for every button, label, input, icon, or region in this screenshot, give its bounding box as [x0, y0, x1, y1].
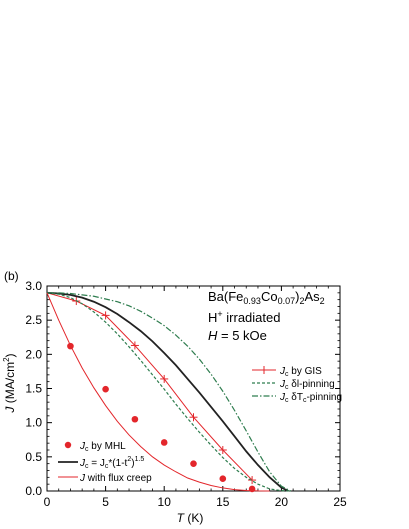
data-point-mhl	[160, 439, 168, 446]
legend-label-dtc: Jc δTc-pinning	[279, 392, 342, 404]
legend-bottom: Jc by MHL Jc = Jc*(1-t2)1.5 J with flux …	[58, 441, 152, 484]
series-line-gis	[46, 292, 253, 481]
series-layer	[46, 291, 292, 493]
legend-item-gis: Jc by GIS	[252, 366, 322, 378]
x-tick-label: 15	[216, 495, 230, 509]
sample-annotation: Ba(Fe0.93Co0.07)2As2 H+ irradiated H = 5…	[208, 289, 325, 343]
x-tick-label: 20	[275, 495, 289, 509]
series-line-creep	[46, 292, 270, 492]
y-tick-label: 2.0	[25, 347, 42, 361]
legend-item-dtc-pinning: Jc δTc-pinning	[252, 392, 342, 404]
x-tick-label: 10	[158, 495, 172, 509]
field-label: H = 5 kOe	[208, 328, 267, 343]
data-point-gis	[160, 374, 169, 383]
data-point-mhl	[219, 475, 227, 483]
data-point-gis	[248, 476, 257, 485]
irradiation-label: H+ irradiated	[208, 309, 280, 325]
series-line-dl	[46, 292, 291, 492]
y-tick-label: 3.0	[25, 279, 42, 293]
x-tick-label: 0	[44, 495, 51, 509]
x-tick-label: 25	[333, 495, 347, 509]
x-tick-labels: 0 5 10 15 20 25	[44, 495, 347, 509]
data-point-mhl	[102, 385, 109, 393]
legend-label-mhl: Jc by MHL	[79, 441, 126, 453]
y-tick-label: 0.0	[25, 484, 42, 498]
legend-label-creep: J with flux creep	[79, 473, 152, 484]
data-point-mhl	[131, 415, 139, 423]
y-tick-label: 1.0	[25, 416, 42, 430]
series-line-fit	[46, 291, 289, 492]
compound-formula: Ba(Fe0.93Co0.07)2As2	[208, 289, 325, 306]
y-tick-label: 2.5	[25, 313, 42, 327]
legend-label-fit: Jc = Jc*(1-t2)1.5	[79, 456, 144, 470]
legend-item-mhl: Jc by MHL	[64, 441, 126, 453]
legend-top: Jc by GIS Jc δl-pinning Jc δTc-pinning	[252, 366, 342, 404]
legend-item-fit: Jc = Jc*(1-t2)1.5	[58, 456, 144, 470]
y-tick-label: 1.5	[25, 382, 42, 396]
x-tick-label: 5	[102, 495, 109, 509]
data-point-mhl	[248, 485, 256, 493]
legend-item-dl-pinning: Jc δl-pinning	[252, 379, 335, 391]
data-point-gis	[130, 341, 139, 350]
legend-item-creep: J with flux creep	[58, 473, 152, 484]
legend-label-dl: Jc δl-pinning	[279, 379, 335, 391]
data-point-gis	[101, 311, 110, 320]
y-tick-labels: 0.0 0.5 1.0 1.5 2.0 2.5 3.0	[25, 279, 42, 498]
y-axis-title: J (MA/cm2)	[2, 353, 17, 413]
panel-label: (b)	[4, 269, 19, 283]
axis-ticks	[46, 285, 341, 492]
series-line-dtc	[47, 292, 292, 492]
x-axis-title: T (K)	[177, 511, 204, 525]
y-tick-label: 0.5	[25, 450, 42, 464]
legend-label-gis: Jc by GIS	[279, 366, 322, 378]
data-point-gis	[189, 413, 198, 422]
data-point-mhl	[190, 460, 197, 467]
data-point-gis	[218, 446, 227, 454]
